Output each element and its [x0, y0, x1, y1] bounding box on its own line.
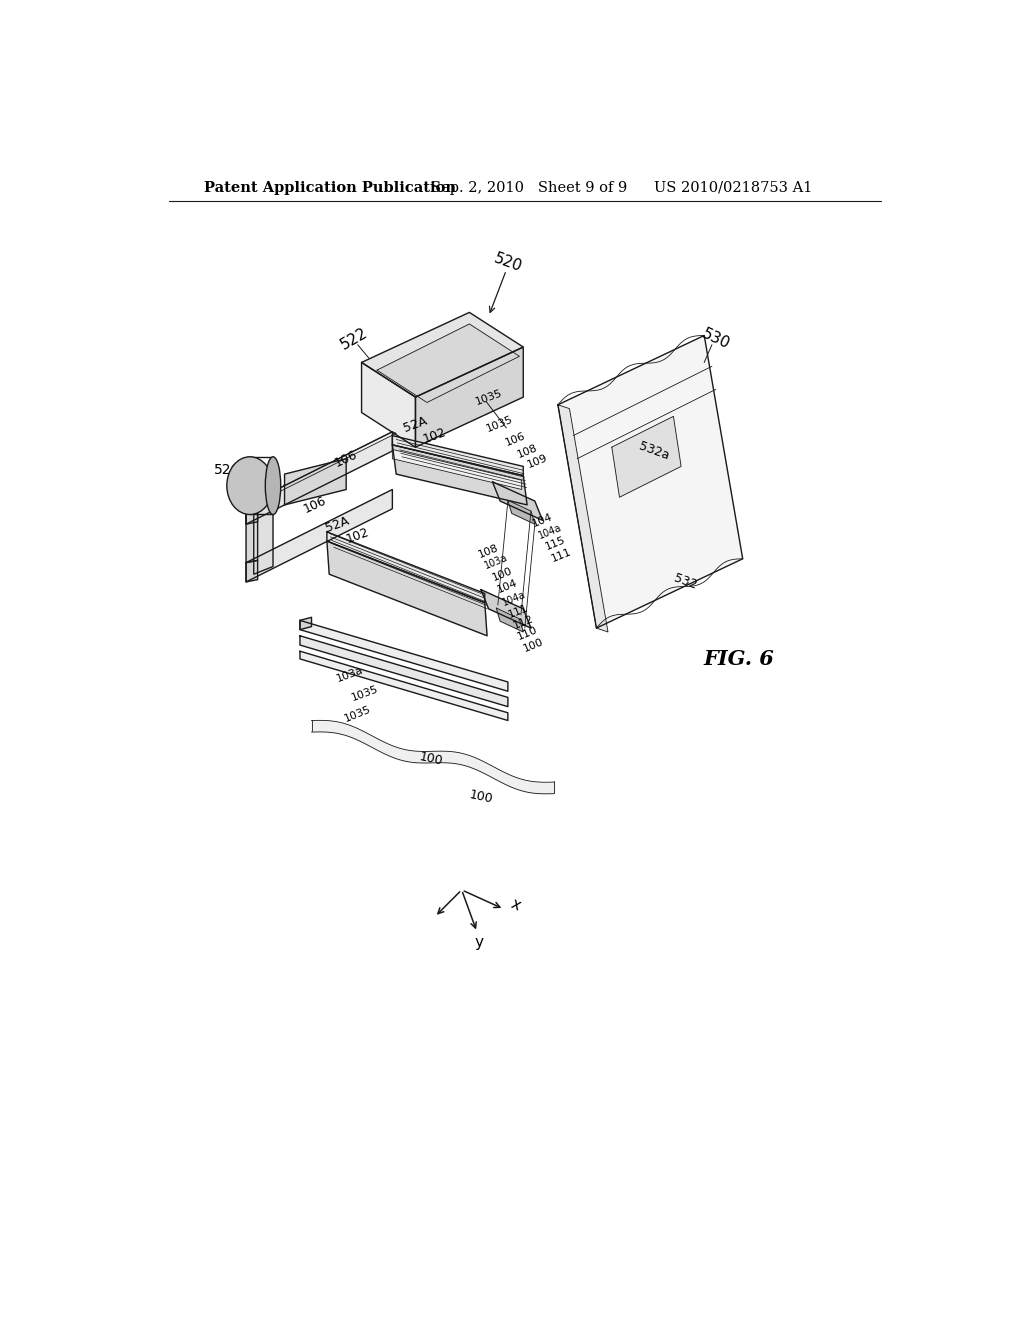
Text: 115: 115: [544, 535, 567, 552]
Ellipse shape: [265, 457, 281, 515]
Text: 104: 104: [497, 578, 519, 595]
Text: 526: 526: [214, 463, 240, 478]
Polygon shape: [392, 449, 521, 490]
Text: 100: 100: [468, 788, 494, 807]
Polygon shape: [327, 532, 484, 603]
Text: FIG. 6: FIG. 6: [703, 649, 774, 669]
Polygon shape: [558, 405, 608, 632]
Text: 111: 111: [550, 546, 573, 564]
Text: 1035: 1035: [484, 414, 514, 434]
Text: 109: 109: [525, 453, 549, 470]
Text: 112: 112: [512, 614, 535, 631]
Polygon shape: [611, 416, 681, 498]
Polygon shape: [327, 541, 487, 636]
Text: 108: 108: [477, 543, 501, 560]
Text: 100: 100: [418, 750, 443, 768]
Polygon shape: [508, 500, 535, 524]
Polygon shape: [246, 561, 258, 582]
Text: 104a: 104a: [537, 523, 563, 541]
Polygon shape: [392, 436, 523, 475]
Text: 103a: 103a: [335, 665, 365, 684]
Text: 100: 100: [490, 566, 514, 582]
Text: 1035: 1035: [474, 388, 504, 407]
Text: 102: 102: [344, 525, 371, 546]
Polygon shape: [481, 590, 531, 628]
Text: US 2010/0218753 A1: US 2010/0218753 A1: [654, 181, 812, 194]
Text: 100: 100: [521, 636, 545, 653]
Text: 104a: 104a: [501, 590, 527, 609]
Polygon shape: [361, 313, 523, 397]
Text: 108: 108: [515, 442, 539, 459]
Text: 530: 530: [699, 326, 732, 352]
Polygon shape: [246, 432, 392, 524]
Polygon shape: [300, 651, 508, 721]
Text: 106: 106: [504, 430, 527, 447]
Polygon shape: [392, 445, 527, 506]
Polygon shape: [300, 618, 311, 630]
Polygon shape: [361, 363, 416, 447]
Text: 106: 106: [333, 447, 359, 470]
Text: 106: 106: [302, 494, 329, 516]
Polygon shape: [246, 503, 258, 524]
Text: x: x: [508, 896, 523, 913]
Polygon shape: [558, 335, 742, 628]
Text: 532: 532: [672, 572, 698, 593]
Ellipse shape: [226, 457, 273, 515]
Text: 102: 102: [421, 425, 449, 446]
Polygon shape: [300, 636, 508, 706]
Polygon shape: [300, 620, 508, 692]
Polygon shape: [254, 498, 273, 574]
Text: 522: 522: [338, 326, 370, 352]
Polygon shape: [246, 490, 392, 582]
Text: 532a: 532a: [637, 440, 671, 462]
Polygon shape: [285, 459, 346, 506]
Text: 520: 520: [492, 251, 524, 275]
Polygon shape: [246, 432, 396, 507]
Polygon shape: [246, 503, 258, 562]
Text: 52A: 52A: [401, 413, 429, 434]
Text: Sep. 2, 2010   Sheet 9 of 9: Sep. 2, 2010 Sheet 9 of 9: [431, 181, 627, 194]
Polygon shape: [493, 482, 543, 520]
Text: 104: 104: [530, 512, 554, 529]
Polygon shape: [416, 347, 523, 447]
Text: 1035: 1035: [350, 684, 380, 704]
Polygon shape: [377, 323, 519, 403]
Text: 110: 110: [516, 624, 540, 642]
Text: Patent Application Publication: Patent Application Publication: [204, 181, 456, 194]
Text: 111: 111: [507, 603, 530, 619]
Text: 1035: 1035: [343, 705, 373, 725]
Text: y: y: [474, 935, 483, 950]
Text: 52A: 52A: [324, 513, 350, 535]
Polygon shape: [497, 609, 523, 632]
Text: 103a: 103a: [483, 553, 510, 572]
